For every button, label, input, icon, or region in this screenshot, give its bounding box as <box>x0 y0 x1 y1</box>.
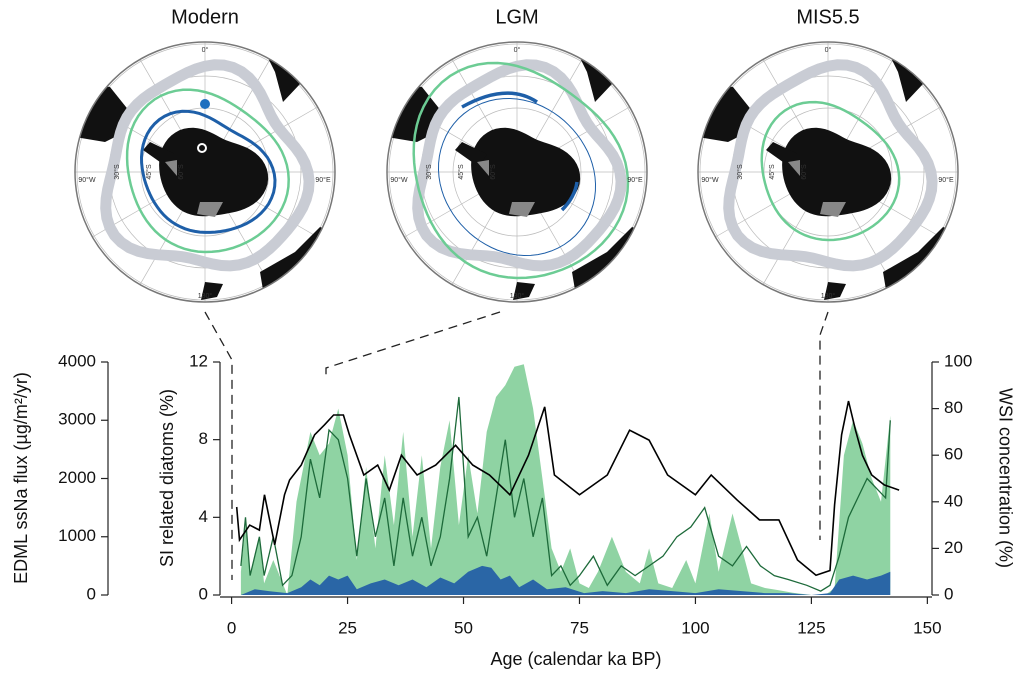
y3-axis-label: EDML ssNa flux (µg/m²/yr) <box>11 372 31 584</box>
tick-label: 3000 <box>58 410 96 429</box>
longitude-label: 180° <box>821 292 836 300</box>
longitude-label: 0° <box>825 46 832 54</box>
ice-shelf <box>820 202 846 217</box>
plot-area <box>235 364 900 595</box>
ice-shelf <box>509 202 535 217</box>
continent <box>513 282 535 300</box>
tick-label: 4000 <box>58 351 96 370</box>
tick-label: 100 <box>944 351 972 370</box>
tick-label: 1000 <box>58 526 96 545</box>
antarctica <box>159 127 269 217</box>
tick-label: 40 <box>944 491 963 510</box>
latitude-label: 30°S <box>736 164 744 180</box>
summer-sea-ice-edge <box>560 181 579 212</box>
tick-label: 4 <box>199 507 208 526</box>
latitude-label: 45°S <box>768 164 776 180</box>
latitude-label: 60°S <box>177 164 185 180</box>
area <box>240 565 891 595</box>
line <box>240 396 891 592</box>
maps: Modern 0° 90°W 90°E 180° 30°S 45°S 60°S LGM 0° 90°… <box>74 6 959 303</box>
continent <box>824 282 846 300</box>
longitude-label: 90°W <box>78 176 96 184</box>
map-title: MIS5.5 <box>796 6 859 28</box>
latitude-label: 60°S <box>800 164 808 180</box>
front-band <box>723 59 938 272</box>
longitude-label: 0° <box>514 46 521 54</box>
latitude-label: 60°S <box>489 164 497 180</box>
map-title: Modern <box>171 6 239 28</box>
peninsula <box>766 142 798 167</box>
ice-shelf <box>197 202 223 217</box>
ice-shelf <box>165 160 177 176</box>
latitude-label: 30°S <box>425 164 433 180</box>
longitude-label: 180° <box>510 292 525 300</box>
winter-sea-ice-edge <box>760 100 901 242</box>
line <box>235 400 900 577</box>
front-band <box>100 59 315 272</box>
summer-sea-ice-edge <box>139 109 277 234</box>
winter-sea-ice-edge <box>125 88 290 254</box>
front-band <box>412 59 627 272</box>
tick-label: 0 <box>944 584 953 603</box>
peninsula <box>143 142 175 167</box>
tick-label: 20 <box>944 538 963 557</box>
map-frame <box>386 41 648 303</box>
latitude-label: 30°S <box>113 164 121 180</box>
x-tick-label: 0 <box>227 618 236 637</box>
tick-label: 8 <box>199 429 208 448</box>
x-tick-label: 125 <box>797 618 825 637</box>
longitude-label: 90°E <box>627 176 643 184</box>
tick-label: 80 <box>944 398 963 417</box>
winter-sea-ice-edge <box>412 61 630 280</box>
longitude-label: 180° <box>198 292 213 300</box>
y-axis-label: SI related diatoms (%) <box>157 389 177 567</box>
map-frame <box>697 41 959 303</box>
x-tick-label: 50 <box>454 618 473 637</box>
tick-label: 2000 <box>58 468 96 487</box>
y2-axis-label: WSI concentration (%) <box>995 388 1015 568</box>
continent <box>201 282 223 300</box>
x-tick-label: 100 <box>681 618 709 637</box>
x-tick-label: 150 <box>913 618 941 637</box>
chart: EDML ssNa flux (µg/m²/yr) SI related dia… <box>11 311 1015 669</box>
map-title: LGM <box>495 6 538 28</box>
x-tick-label: 25 <box>338 618 357 637</box>
summer-sea-ice-edge <box>461 91 538 109</box>
antarctica <box>471 127 581 217</box>
longitude-label: 0° <box>202 46 209 54</box>
ice-shelf <box>788 160 800 176</box>
connector <box>204 311 233 580</box>
tick-label: 0 <box>87 584 96 603</box>
ice-shelf <box>477 160 489 176</box>
antarctica <box>782 127 892 217</box>
core-site <box>200 99 210 109</box>
map-frame <box>74 41 336 303</box>
longitude-label: 90°W <box>701 176 719 184</box>
x-tick-label: 75 <box>570 618 589 637</box>
tick-label: 0 <box>199 584 208 603</box>
latitude-label: 45°S <box>457 164 465 180</box>
area <box>240 364 891 595</box>
longitude-label: 90°E <box>938 176 954 184</box>
longitude-label: 90°W <box>390 176 408 184</box>
peninsula <box>455 142 487 167</box>
x-axis-label: Age (calendar ka BP) <box>490 649 661 669</box>
tick-label: 60 <box>944 445 963 464</box>
connector <box>325 311 501 380</box>
summer-sea-ice-edge <box>437 97 597 257</box>
connector <box>819 311 829 540</box>
tick-label: 12 <box>189 351 208 370</box>
edml-site <box>197 143 207 153</box>
longitude-label: 90°E <box>315 176 331 184</box>
latitude-label: 45°S <box>145 164 153 180</box>
